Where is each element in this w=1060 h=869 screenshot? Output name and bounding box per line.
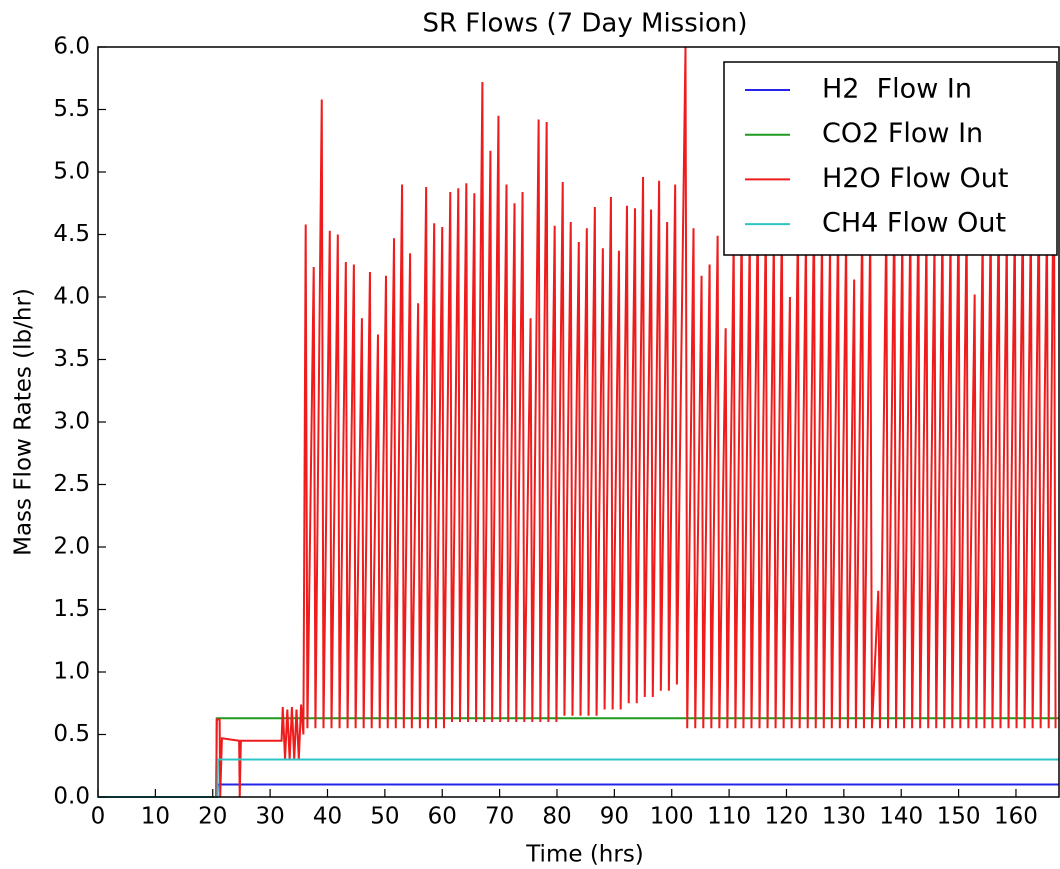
chart-title: SR Flows (7 Day Mission): [422, 9, 747, 39]
y-tick-label: 4.0: [53, 284, 90, 310]
y-tick-label: 2.5: [53, 471, 90, 497]
y-tick-label: 1.0: [53, 659, 90, 685]
x-tick-label: 140: [879, 804, 923, 830]
y-tick-label: 0.0: [53, 784, 90, 810]
x-tick-label: 160: [994, 804, 1038, 830]
x-tick-label: 110: [707, 804, 751, 830]
x-tick-label: 40: [313, 804, 342, 830]
y-tick-label: 5.5: [53, 96, 90, 122]
x-tick-label: 0: [91, 804, 106, 830]
y-tick-label: 1.5: [53, 596, 90, 622]
legend-box: [723, 61, 1058, 256]
x-tick-label: 20: [198, 804, 227, 830]
x-tick-label: 150: [937, 804, 981, 830]
y-tick-label: 6.0: [53, 34, 90, 60]
y-tick-label: 2.0: [53, 534, 90, 560]
x-tick-label: 100: [650, 804, 694, 830]
x-tick-label: 120: [765, 804, 809, 830]
y-tick-label: 3.5: [53, 346, 90, 372]
series-line: [98, 46, 1057, 798]
x-tick-label: 90: [600, 804, 629, 830]
y-tick-label: 4.5: [53, 221, 90, 247]
y-axis-label: Mass Flow Rates (lb/hr): [11, 288, 37, 556]
x-tick-label: 30: [255, 804, 284, 830]
y-tick-label: 0.5: [53, 721, 90, 747]
x-tick-label: 50: [370, 804, 399, 830]
x-axis-label: Time (hrs): [525, 842, 644, 868]
legend-label: CO2 Flow In: [822, 118, 983, 149]
x-tick-label: 130: [822, 804, 866, 830]
legend-label: H2 Flow In: [822, 74, 972, 105]
legend-label: H2O Flow Out: [822, 163, 1008, 194]
x-tick-label: 70: [485, 804, 514, 830]
y-tick-label: 5.0: [53, 159, 90, 185]
x-tick-label: 80: [542, 804, 571, 830]
legend: H2 Flow In CO2 Flow In H2O Flow Out CH4 Flo…: [723, 61, 1058, 256]
x-tick-label: 60: [428, 804, 457, 830]
y-tick-label: 3.0: [53, 409, 90, 435]
x-tick-label: 10: [141, 804, 170, 830]
legend-label: CH4 Flow Out: [822, 208, 1006, 239]
